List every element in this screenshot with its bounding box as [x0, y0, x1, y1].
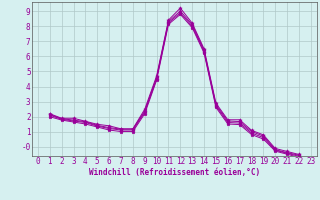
X-axis label: Windchill (Refroidissement éolien,°C): Windchill (Refroidissement éolien,°C): [89, 168, 260, 177]
